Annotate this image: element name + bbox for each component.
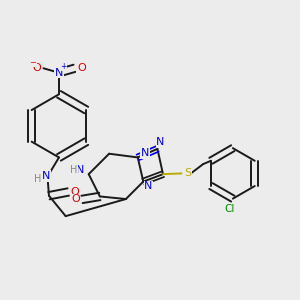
Text: H: H	[70, 165, 77, 176]
Text: H: H	[34, 174, 41, 184]
Text: S: S	[184, 168, 191, 178]
Text: N: N	[141, 148, 149, 158]
Text: O: O	[32, 63, 41, 73]
Text: Cl: Cl	[225, 204, 235, 214]
Text: N: N	[76, 165, 85, 176]
Text: N: N	[55, 68, 63, 78]
Text: O: O	[77, 63, 85, 73]
Text: +: +	[60, 61, 67, 70]
Text: N: N	[156, 137, 165, 147]
Text: N: N	[144, 182, 153, 191]
Text: O: O	[70, 187, 79, 197]
Text: N: N	[42, 171, 50, 181]
Text: −: −	[29, 58, 37, 67]
Text: O: O	[71, 194, 80, 204]
